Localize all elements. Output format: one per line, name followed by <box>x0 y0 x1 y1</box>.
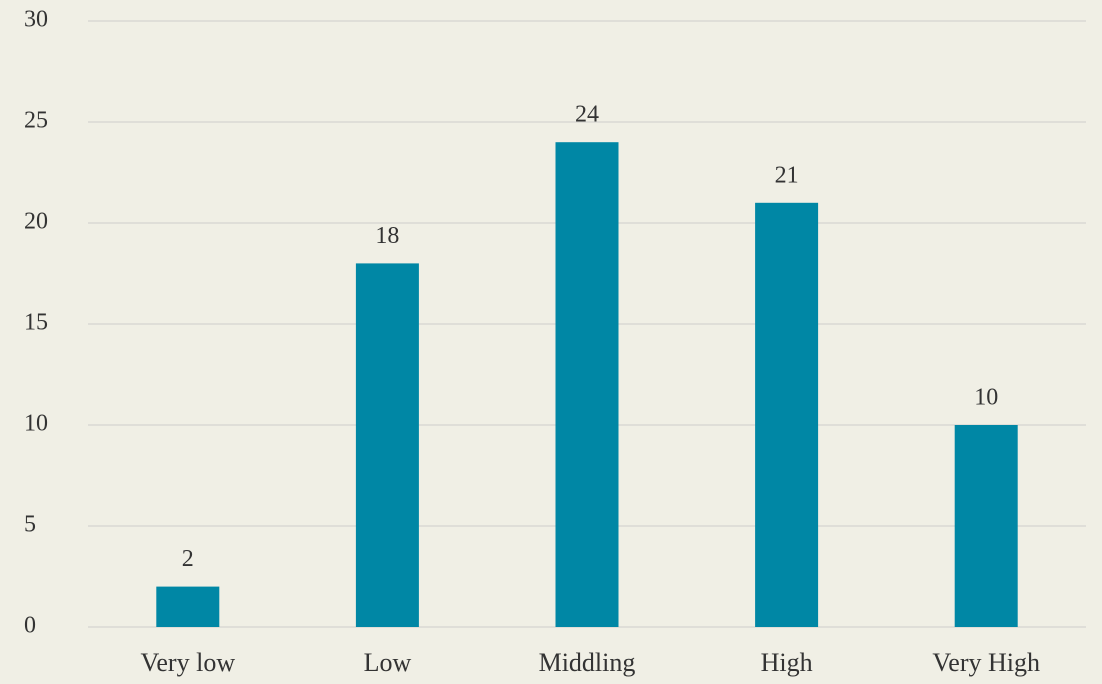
y-tick-label: 25 <box>24 108 48 134</box>
y-tick-label: 5 <box>24 512 36 538</box>
bar <box>755 202 819 628</box>
bar <box>355 263 419 627</box>
data-label: 18 <box>375 223 399 249</box>
x-tick-label: High <box>761 648 813 677</box>
y-tick-label: 30 <box>24 7 48 33</box>
x-tick-label: Middling <box>539 648 636 677</box>
x-tick-label: Very low <box>141 648 236 677</box>
bar <box>156 586 220 627</box>
x-tick-label: Low <box>364 648 412 677</box>
data-label: 10 <box>974 385 998 411</box>
y-tick-label: 15 <box>24 310 48 336</box>
data-label: 21 <box>775 162 799 188</box>
y-tick-label: 10 <box>24 411 48 437</box>
data-label: 24 <box>575 102 599 128</box>
bar <box>954 425 1018 627</box>
y-tick-label: 20 <box>24 209 48 235</box>
data-label: 2 <box>182 546 194 572</box>
y-tick-label: 0 <box>24 613 36 639</box>
bar <box>555 142 619 627</box>
x-tick-label: Very High <box>932 648 1040 677</box>
